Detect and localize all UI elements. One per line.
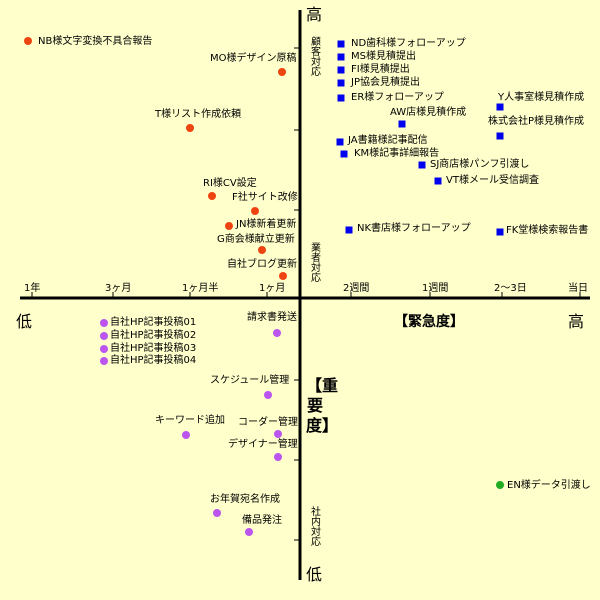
- x-tick-label: 1ヶ月: [259, 283, 286, 294]
- task-label: 請求書発送: [247, 312, 297, 323]
- task-label: T様リスト作成依頼: [155, 109, 242, 120]
- task-marker: [100, 332, 108, 340]
- task-marker: [264, 391, 272, 399]
- task-label: スケジュール管理: [210, 375, 290, 386]
- task-marker: [398, 120, 406, 128]
- task-marker: [418, 161, 426, 169]
- task-marker: [279, 272, 287, 280]
- task-marker: [245, 528, 253, 536]
- task-marker: [100, 319, 108, 327]
- task-label: 自社HP記事投稿04: [110, 355, 197, 366]
- task-marker: [225, 222, 233, 230]
- task-label: MO様デザイン原稿: [210, 53, 297, 64]
- task-marker: [182, 431, 190, 439]
- x-tick-label: 当日: [568, 283, 588, 294]
- horizontal-axis-low-label: 低: [16, 312, 33, 331]
- task-label: JN様新着更新: [236, 219, 297, 230]
- task-marker: [340, 150, 348, 158]
- task-marker: [251, 207, 259, 215]
- urgency-axis-title: 【緊急度】: [394, 314, 464, 330]
- task-marker: [337, 79, 345, 87]
- task-marker: [337, 66, 345, 74]
- task-label: コーダー管理: [238, 417, 298, 428]
- task-marker: [274, 430, 282, 438]
- task-marker: [24, 37, 32, 45]
- task-label: 自社ブログ更新: [227, 259, 297, 270]
- task-marker: [345, 226, 353, 234]
- task-label: 自社HP記事投稿03: [110, 343, 197, 354]
- task-label: デザイナー管理: [228, 439, 298, 450]
- task-label: RI様CV設定: [203, 178, 257, 189]
- x-tick-label: 2～3日: [494, 283, 527, 294]
- vertical-axis-low-label: 低: [306, 565, 323, 584]
- task-marker: [496, 132, 504, 140]
- x-tick-label: 1ヶ月半: [182, 283, 219, 294]
- task-label: EN様データ引渡し: [507, 480, 591, 491]
- task-marker: [337, 53, 345, 61]
- task-marker: [100, 345, 108, 353]
- task-marker: [434, 177, 442, 185]
- task-label: FK堂様検索報告書: [506, 225, 589, 236]
- task-label: お年賀宛名作成: [210, 494, 280, 505]
- vertical-axis-high-label: 高: [306, 5, 323, 24]
- task-label: 自社HP記事投稿01: [110, 317, 197, 328]
- x-tick-label: 3ヶ月: [105, 283, 132, 294]
- task-label: 自社HP記事投稿02: [110, 330, 197, 341]
- x-tick-label: 2週間: [343, 283, 370, 294]
- task-marker: [208, 192, 216, 200]
- task-label: JA書籍様記事配信: [348, 135, 428, 146]
- task-label: キーワード追加: [155, 415, 225, 426]
- task-marker: [213, 509, 221, 517]
- task-label: 株式会社P様見積作成: [488, 116, 585, 127]
- task-label: AW店様見積作成: [390, 107, 467, 118]
- x-tick-label: 1年: [24, 283, 41, 294]
- task-marker: [100, 357, 108, 365]
- task-marker: [258, 246, 266, 254]
- task-marker: [496, 228, 504, 236]
- task-label: JP協会見積提出: [351, 77, 420, 88]
- task-marker: [496, 481, 504, 489]
- vendor-section-label: 業者対応: [311, 243, 321, 284]
- internal-section-label: 社内対応: [311, 507, 321, 548]
- task-label: 備品発注: [242, 515, 282, 526]
- task-label: G商会様献立更新: [217, 234, 295, 245]
- task-marker: [337, 40, 345, 48]
- x-tick-label: 1週間: [422, 283, 449, 294]
- task-label: ER様フォローアップ: [351, 92, 444, 103]
- importance-axis-title: 【重要度】: [306, 376, 339, 435]
- task-label: SJ商店様パンフ引渡し: [430, 159, 530, 170]
- task-marker: [278, 68, 286, 76]
- task-label: VT様メール受信調査: [446, 175, 539, 186]
- task-marker: [186, 124, 194, 132]
- task-label: FI様見積提出: [351, 64, 410, 75]
- task-label: NK書店様フォローアップ: [357, 223, 471, 234]
- task-marker: [496, 103, 504, 111]
- task-marker: [336, 138, 344, 146]
- task-marker: [274, 453, 282, 461]
- task-label: F社サイト改修: [232, 192, 298, 203]
- horizontal-axis-high-label: 高: [568, 312, 585, 331]
- task-marker: [337, 94, 345, 102]
- task-label: Y人事室様見積作成: [498, 92, 585, 103]
- task-label: KM様記事詳細報告: [354, 148, 440, 159]
- task-label: MS様見積提出: [351, 51, 416, 62]
- task-marker: [273, 329, 281, 337]
- task-label: NB様文字変換不具合報告: [38, 36, 153, 47]
- task-label: ND歯科様フォローアップ: [351, 38, 466, 49]
- customer-section-label: 顧客対応: [311, 37, 321, 78]
